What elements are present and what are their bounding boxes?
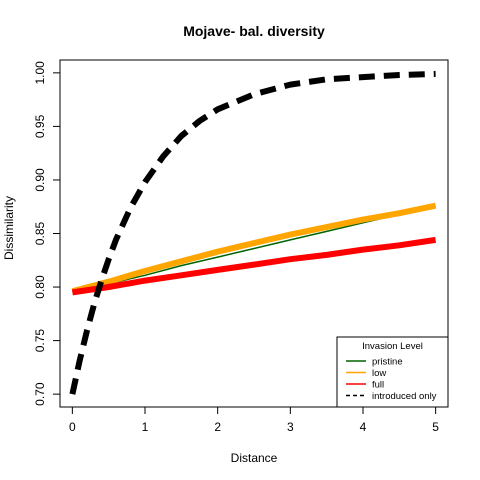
legend-title: Invasion Level [362, 341, 423, 352]
legend-label-introduced-only: introduced only [372, 391, 437, 402]
legend-label-pristine: pristine [372, 357, 403, 368]
x-tick-label: 2 [214, 420, 221, 434]
y-tick-label: 0.75 [33, 329, 47, 353]
y-tick-label: 0.80 [33, 275, 47, 299]
y-tick-label: 0.95 [33, 114, 47, 138]
x-tick-label: 1 [142, 420, 149, 434]
x-tick-label: 3 [287, 420, 294, 434]
x-axis-title: Distance [231, 451, 278, 465]
y-tick-label: 0.70 [33, 382, 47, 406]
series-line-full [71, 236, 437, 296]
x-tick-label: 5 [432, 420, 439, 434]
legend: Invasion Level pristinelowfullintroduced … [336, 336, 449, 408]
plot-area: 0 1 2 3 4 5 0.70 0.75 0.80 0.85 0.90 0.95 1.00 [33, 59, 449, 434]
y-tick-label: 1.00 [33, 61, 47, 85]
series-line-low [71, 202, 437, 295]
y-axis-title: Dissimilarity [2, 196, 16, 260]
legend-label-low: low [372, 368, 386, 379]
legend-label-full: full [372, 380, 384, 391]
y-tick-label: 0.90 [33, 168, 47, 192]
x-tick-label: 0 [69, 420, 76, 434]
y-tick-label: 0.85 [33, 221, 47, 245]
chart-title: Mojave- bal. diversity [183, 23, 325, 39]
series-line-introduced-only [69, 70, 436, 395]
x-tick-label: 4 [360, 420, 367, 434]
